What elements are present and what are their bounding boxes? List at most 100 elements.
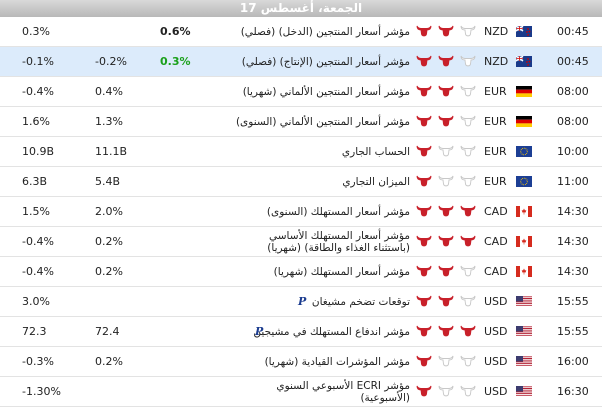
country-flag bbox=[516, 26, 532, 37]
forecast-value: 1.3% bbox=[95, 115, 123, 128]
importance-bull-active bbox=[416, 385, 432, 397]
currency-code: USD bbox=[484, 355, 508, 368]
importance-bull-inactive bbox=[460, 115, 476, 127]
country-flag bbox=[516, 206, 532, 217]
forecast-value: 11.1B bbox=[95, 145, 128, 158]
importance-bull-active bbox=[416, 355, 432, 367]
actual-value: 0.6% bbox=[160, 25, 191, 38]
previous-value: -1.30% bbox=[22, 385, 61, 398]
importance bbox=[416, 107, 482, 136]
importance-bull-inactive bbox=[460, 295, 476, 307]
country-flag bbox=[516, 296, 532, 307]
country-flag bbox=[516, 326, 532, 337]
currency-code: NZD bbox=[484, 55, 509, 68]
country-flag bbox=[516, 56, 532, 67]
event-time: 08:00 bbox=[557, 115, 589, 128]
event-row: -0.1% -0.2% 0.3% مؤشر أسعار المنتجين (الإنت… bbox=[0, 47, 602, 77]
importance-bull-inactive bbox=[438, 355, 454, 367]
importance-bull-active bbox=[438, 115, 454, 127]
event-row: -0.3% 0.2% مؤشر المؤشرات القيادية (شهريا) U… bbox=[0, 347, 602, 377]
importance-bull-active bbox=[416, 205, 432, 217]
country-flag bbox=[516, 146, 532, 157]
event-row: -0.4% 0.2% مؤشر أسعار المستهلك الأساسي (با… bbox=[0, 227, 602, 257]
previous-value: -0.4% bbox=[22, 235, 54, 248]
country-flag bbox=[516, 266, 532, 277]
event-time: 00:45 bbox=[557, 25, 589, 38]
importance-bull-active bbox=[460, 325, 476, 337]
event-row: 72.3 72.4 مؤشر اندفاع المستهلك في مشيجين P U… bbox=[0, 317, 602, 347]
forecast-value: 0.4% bbox=[95, 85, 123, 98]
importance-bull-active bbox=[416, 145, 432, 157]
previous-value: 0.3% bbox=[22, 25, 50, 38]
event-time: 00:45 bbox=[557, 55, 589, 68]
importance-bull-active bbox=[416, 175, 432, 187]
previous-value: 3.0% bbox=[22, 295, 50, 308]
event-time: 08:00 bbox=[557, 85, 589, 98]
event-row: 0.3% 0.6% مؤشر أسعار المنتجين (الدخل) (فصل… bbox=[0, 17, 602, 47]
importance bbox=[416, 347, 482, 376]
forecast-value: 0.2% bbox=[95, 355, 123, 368]
forecast-value: 0.2% bbox=[95, 265, 123, 278]
currency-code: NZD bbox=[484, 25, 509, 38]
importance-bull-active bbox=[416, 25, 432, 37]
currency-code: USD bbox=[484, 385, 508, 398]
forecast-value: 72.4 bbox=[95, 325, 120, 338]
importance bbox=[416, 317, 482, 346]
importance-bull-active bbox=[438, 325, 454, 337]
importance bbox=[416, 257, 482, 286]
previous-value: 6.3B bbox=[22, 175, 48, 188]
importance-bull-inactive bbox=[460, 55, 476, 67]
importance bbox=[416, 227, 482, 256]
event-row: 1.5% 2.0% مؤشر أسعار المستهلك (السنوى) CAD 1… bbox=[0, 197, 602, 227]
importance-bull-active bbox=[438, 55, 454, 67]
importance-bull-active bbox=[416, 115, 432, 127]
country-flag bbox=[516, 116, 532, 127]
currency-code: CAD bbox=[484, 235, 508, 248]
importance-bull-active bbox=[438, 295, 454, 307]
event-row: -0.4% 0.2% مؤشر أسعار المستهلك (شهريا) CAD 1… bbox=[0, 257, 602, 287]
event-name: مؤشر أسعار المنتجين (الإنتاج) (فصلي) bbox=[241, 55, 410, 68]
importance-bull-active bbox=[416, 295, 432, 307]
event-time: 11:00 bbox=[557, 175, 589, 188]
event-row: 10.9B 11.1B الحساب الجاري EUR 10:00 bbox=[0, 137, 602, 167]
event-time: 15:55 bbox=[557, 295, 589, 308]
importance-bull-active bbox=[416, 265, 432, 277]
previous-value: 72.3 bbox=[22, 325, 47, 338]
event-name: مؤشر ECRI الأسبوعي السنوي (الأسبوعية) bbox=[276, 379, 410, 404]
event-name: الميزان التجاري bbox=[342, 175, 410, 188]
event-name: مؤشر أسعار المنتجين (الدخل) (فصلي) bbox=[240, 25, 410, 38]
event-name: مؤشر أسعار المستهلك (السنوى) bbox=[266, 205, 410, 218]
event-name: مؤشر أسعار المنتجين الألماني (السنوى) bbox=[235, 115, 410, 128]
importance-bull-active bbox=[416, 55, 432, 67]
importance bbox=[416, 77, 482, 106]
currency-code: USD bbox=[484, 325, 508, 338]
currency-code: USD bbox=[484, 295, 508, 308]
importance bbox=[416, 287, 482, 316]
event-row: -0.4% 0.4% مؤشر أسعار المنتجين الألماني (ش… bbox=[0, 77, 602, 107]
country-flag bbox=[516, 86, 532, 97]
importance-bull-active bbox=[416, 235, 432, 247]
importance bbox=[416, 47, 482, 76]
importance-bull-active bbox=[460, 235, 476, 247]
importance-bull-inactive bbox=[460, 265, 476, 277]
previous-value: -0.1% bbox=[22, 55, 54, 68]
event-time: 14:30 bbox=[557, 235, 589, 248]
forecast-value: 5.4B bbox=[95, 175, 121, 188]
currency-code: EUR bbox=[484, 145, 507, 158]
previous-value: -0.4% bbox=[22, 85, 54, 98]
preliminary-badge: P bbox=[255, 325, 264, 338]
event-row: -1.30% مؤشر ECRI الأسبوعي السنوي (الأسبوع… bbox=[0, 377, 602, 407]
importance-bull-active bbox=[438, 265, 454, 277]
importance bbox=[416, 17, 482, 46]
currency-code: CAD bbox=[484, 265, 508, 278]
previous-value: 1.5% bbox=[22, 205, 50, 218]
importance-bull-inactive bbox=[460, 175, 476, 187]
country-flag bbox=[516, 356, 532, 367]
importance-bull-active bbox=[438, 25, 454, 37]
importance bbox=[416, 377, 482, 406]
event-name: مؤشر أسعار المنتجين الألماني (شهريا) bbox=[242, 85, 410, 98]
preliminary-badge: P bbox=[298, 295, 307, 308]
currency-code: EUR bbox=[484, 175, 507, 188]
currency-code: EUR bbox=[484, 115, 507, 128]
